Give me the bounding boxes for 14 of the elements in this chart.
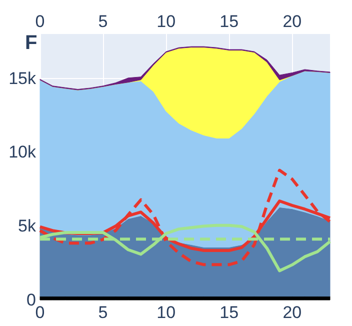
x-tick-label: 10: [156, 303, 176, 322]
line-series: [38, 168, 332, 266]
x-tick-label: 5: [98, 303, 108, 322]
y-tick-label: 5k: [18, 216, 36, 236]
x2-tick-label: 15: [220, 12, 239, 31]
x-tick-label: 20: [282, 303, 302, 322]
y-tick-label: 0: [26, 290, 36, 310]
y-tick-label: 15k: [8, 68, 36, 88]
x2-tick-label: 20: [282, 12, 302, 31]
chart-title: F: [25, 32, 38, 54]
y-tick-label: 10k: [8, 142, 36, 162]
x2-tick-label: 5: [98, 12, 108, 31]
x-tick-label: 15: [220, 303, 239, 322]
x2-tick-label: 10: [156, 12, 176, 31]
